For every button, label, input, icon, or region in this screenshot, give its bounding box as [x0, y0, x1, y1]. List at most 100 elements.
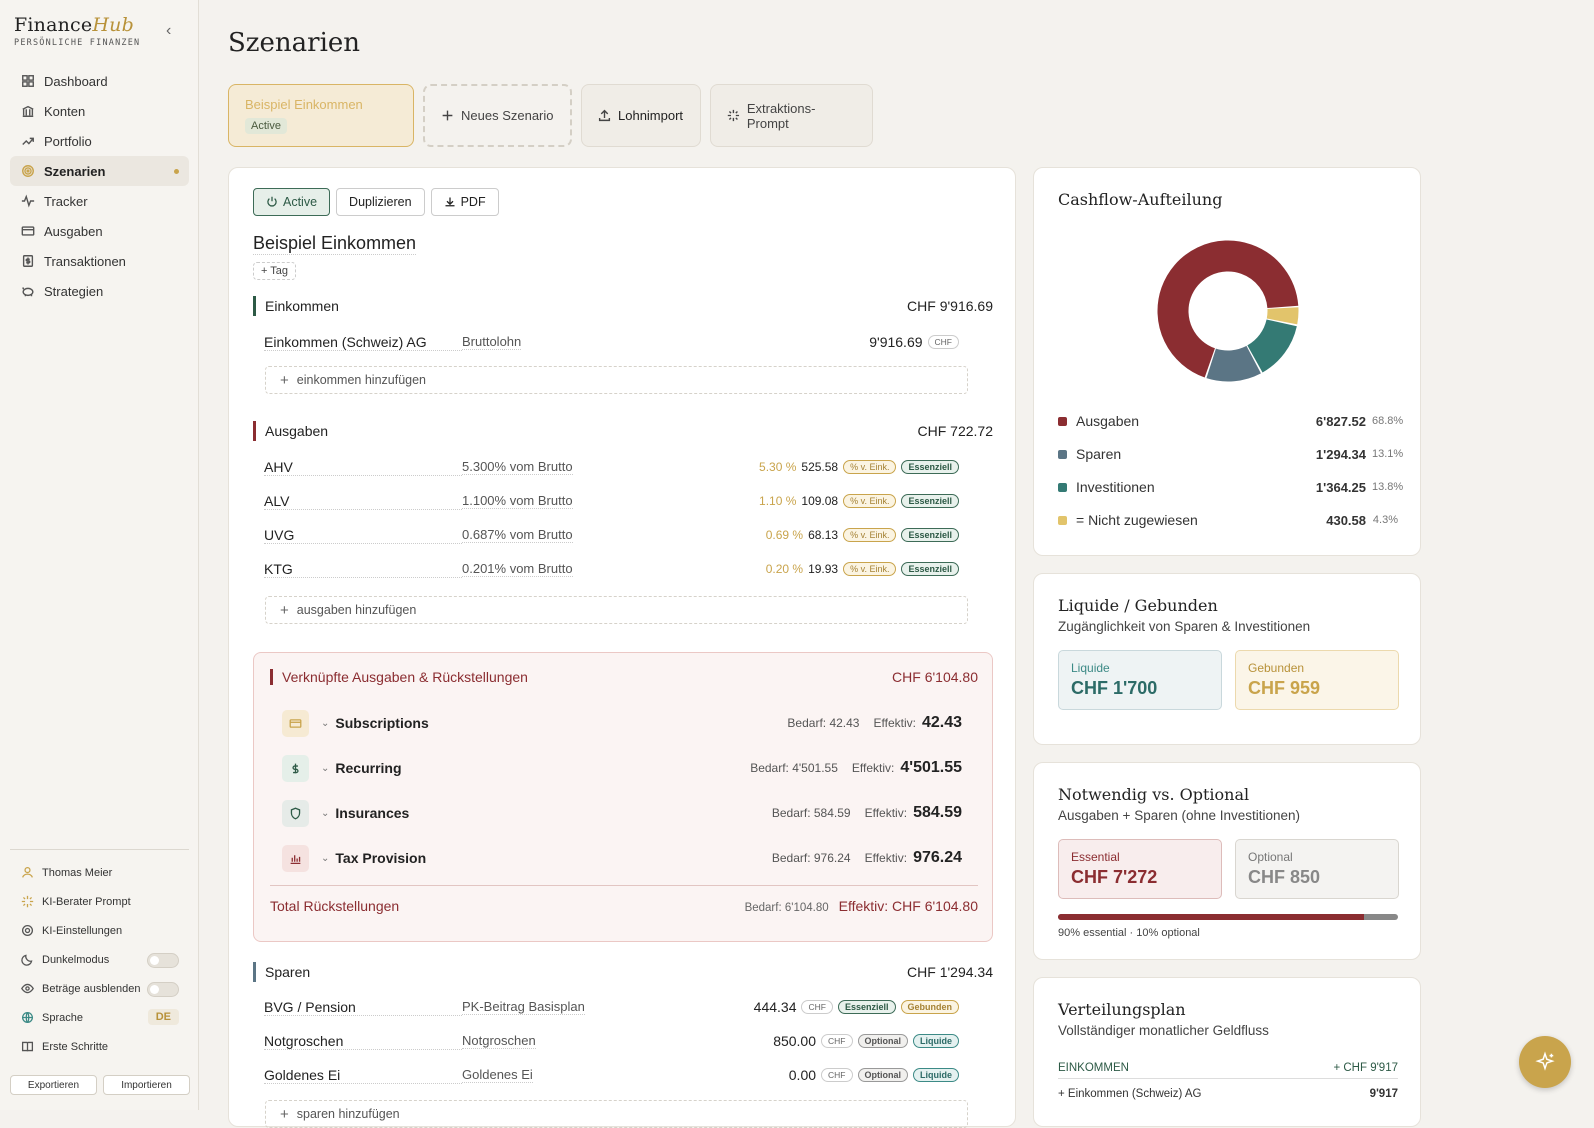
- add-tag-button[interactable]: + Tag: [253, 262, 297, 280]
- essential-pill: Essenziell: [901, 528, 959, 542]
- tab-beispiel-einkommen[interactable]: Beispiel Einkommen Active: [228, 84, 414, 147]
- savings-row[interactable]: Notgroschen Notgroschen 850.00 CHF Optional L…: [264, 1031, 959, 1051]
- section-title: Ausgaben: [265, 423, 329, 439]
- duplicate-button[interactable]: Duplizieren: [336, 188, 425, 216]
- effektiv-label: Effektiv:: [864, 851, 908, 865]
- nav-item-ausgaben[interactable]: Ausgaben: [10, 216, 189, 246]
- plan-row-value: 9'917: [1369, 1088, 1398, 1100]
- ai-prompt-link[interactable]: KI-Berater Prompt: [10, 887, 189, 916]
- card-subtitle: Ausgaben + Sparen (ohne Investitionen): [1058, 808, 1301, 823]
- salary-import-button[interactable]: Lohnimport: [581, 84, 701, 147]
- export-button[interactable]: Exportieren: [10, 1075, 97, 1095]
- donut-slice[interactable]: [1157, 240, 1299, 382]
- liquid-bound-card: Liquide / Gebunden Zugänglichkeit von Sp…: [1033, 573, 1421, 745]
- liquid-value: CHF 1'700: [1071, 678, 1158, 698]
- nav-item-szenarien[interactable]: Szenarien: [10, 156, 189, 186]
- language-row: Sprache DE: [10, 1003, 189, 1032]
- first-steps-link[interactable]: Erste Schritte: [10, 1032, 189, 1061]
- linked-row-insurances[interactable]: ⌄ Insurances Bedarf: 584.59 Effektiv: 584.59: [282, 799, 962, 827]
- language-label: Sprache: [42, 1011, 83, 1024]
- plan-section-header: EINKOMMEN + CHF 9'917: [1058, 1062, 1398, 1079]
- legend-pct: 13.1%: [1372, 448, 1404, 460]
- essential-box: Essential CHF 7'272: [1058, 839, 1222, 899]
- globe-icon: [21, 1011, 34, 1024]
- plan-section-title: EINKOMMEN: [1058, 1062, 1129, 1074]
- active-dot: [174, 169, 179, 174]
- hide-amounts-toggle[interactable]: [147, 982, 179, 997]
- ai-settings-link[interactable]: KI-Einstellungen: [10, 916, 189, 945]
- currency-pill: CHF: [821, 1034, 853, 1048]
- row-value: 850.00: [773, 1033, 817, 1049]
- savings-row[interactable]: Goldenes Ei Goldenes Ei 0.00 CHF Optional Liq…: [264, 1065, 959, 1085]
- linked-row-recurring[interactable]: ⌄ Recurring Bedarf: 4'501.55 Effektiv: 4'501…: [282, 754, 962, 782]
- dark-mode-row: Dunkelmodus: [10, 945, 189, 974]
- legend-label: Investitionen: [1076, 479, 1155, 495]
- bedarf-value: Bedarf: 976.24: [771, 851, 851, 865]
- pdf-label: PDF: [460, 195, 486, 209]
- new-scenario-button[interactable]: Neues Szenario: [423, 84, 572, 147]
- ai-assistant-button[interactable]: [1519, 1036, 1571, 1088]
- chevron-down-icon[interactable]: ⌄: [321, 852, 330, 864]
- row-value: 68.13: [808, 528, 839, 542]
- brand-logo[interactable]: FinanceHub PERSÖNLICHE FINANZEN: [14, 14, 140, 48]
- nav-item-dashboard[interactable]: Dashboard: [10, 66, 189, 96]
- row-sub: Bruttolohn: [462, 334, 522, 350]
- nav-item-strategien[interactable]: Strategien: [10, 276, 189, 306]
- savings-header: Sparen CHF 1'294.34: [253, 962, 993, 982]
- legend-item-investitionen: Investitionen 1'364.25 13.8%: [1058, 478, 1403, 496]
- chevron-down-icon[interactable]: ⌄: [321, 807, 330, 819]
- linked-row-subscriptions[interactable]: ⌄ Subscriptions Bedarf: 42.43 Effektiv: 42.4…: [282, 709, 962, 737]
- nav-item-konten[interactable]: Konten: [10, 96, 189, 126]
- add-income-label: einkommen hinzufügen: [296, 373, 427, 387]
- dark-mode-label: Dunkelmodus: [42, 953, 110, 966]
- row-percent: 0.69 %: [765, 528, 804, 542]
- language-select[interactable]: DE: [147, 1009, 179, 1025]
- nav-item-tracker[interactable]: Tracker: [10, 186, 189, 216]
- user-profile[interactable]: Thomas Meier: [10, 858, 189, 887]
- eye-icon: [21, 983, 34, 994]
- scenario-editor: Active Duplizieren PDF Beispiel Einkomme…: [228, 167, 1016, 1128]
- optional-value: CHF 850: [1248, 867, 1321, 887]
- total-bedarf: Bedarf: 6'104.80: [744, 902, 829, 914]
- add-savings-button[interactable]: + sparen hinzufügen: [265, 1100, 968, 1128]
- bedarf-value: Bedarf: 584.59: [771, 806, 851, 820]
- expense-row[interactable]: ALV 1.100% vom Brutto 1.10 % 109.08 % v. Ein…: [264, 491, 959, 511]
- shield-icon: [282, 799, 309, 827]
- chevron-down-icon[interactable]: ⌄: [321, 762, 330, 774]
- expense-row[interactable]: AHV 5.300% vom Brutto 5.30 % 525.58 % v. Ein…: [264, 457, 959, 477]
- moon-icon: [21, 954, 33, 966]
- nav-item-transaktionen[interactable]: Transaktionen: [10, 246, 189, 276]
- legend-value: 6'827.52: [1315, 413, 1366, 429]
- ai-settings-label: KI-Einstellungen: [42, 924, 123, 937]
- row-name: KTG: [264, 561, 462, 578]
- legend-value: 1'364.25: [1315, 479, 1366, 495]
- import-button[interactable]: Importieren: [103, 1075, 190, 1095]
- grid-icon: [22, 75, 34, 87]
- collapse-sidebar-icon[interactable]: ‹: [166, 22, 172, 39]
- legend-value: 1'294.34: [1315, 446, 1366, 462]
- add-income-button[interactable]: + einkommen hinzufügen: [265, 366, 968, 394]
- linked-row-tax-provision[interactable]: ⌄ Tax Provision Bedarf: 976.24 Effektiv: 976…: [282, 844, 962, 872]
- scenario-name[interactable]: Beispiel Einkommen: [253, 233, 417, 255]
- income-row[interactable]: Einkommen (Schweiz) AG Bruttolohn 9'916.…: [264, 332, 959, 352]
- sidebar-footer: Thomas Meier KI-Berater Prompt KI-Einste…: [10, 849, 189, 1061]
- savings-row[interactable]: BVG / Pension PK-Beitrag Basisplan 444.34 C…: [264, 997, 959, 1017]
- card-title: Cashflow-Aufteilung: [1058, 190, 1223, 209]
- legend-swatch: [1058, 416, 1067, 426]
- donut-slice[interactable]: [1154, 237, 1303, 386]
- pdf-button[interactable]: PDF: [430, 188, 499, 216]
- card-subtitle: Zugänglichkeit von Sparen & Investitione…: [1058, 619, 1311, 634]
- legend-label: = Nicht zugewiesen: [1076, 512, 1198, 528]
- hide-amounts-label: Beträge ausblenden: [42, 982, 141, 995]
- add-expense-button[interactable]: + ausgaben hinzufügen: [265, 596, 968, 624]
- chevron-down-icon[interactable]: ⌄: [321, 717, 330, 729]
- expense-row[interactable]: KTG 0.201% vom Brutto 0.20 % 19.93 % v. Eink…: [264, 559, 959, 579]
- nav-item-portfolio[interactable]: Portfolio: [10, 126, 189, 156]
- donut-slice[interactable]: [1157, 240, 1299, 382]
- expense-row[interactable]: UVG 0.687% vom Brutto 0.69 % 68.13 % v. Eink…: [264, 525, 959, 545]
- extraction-prompt-button[interactable]: Extraktions-Prompt: [710, 84, 873, 147]
- active-toggle-button[interactable]: Active: [253, 188, 331, 216]
- dark-mode-toggle[interactable]: [147, 953, 179, 968]
- nav-label: Konten: [44, 103, 86, 119]
- total-effektiv: Effektiv: CHF 6'104.80: [838, 898, 978, 914]
